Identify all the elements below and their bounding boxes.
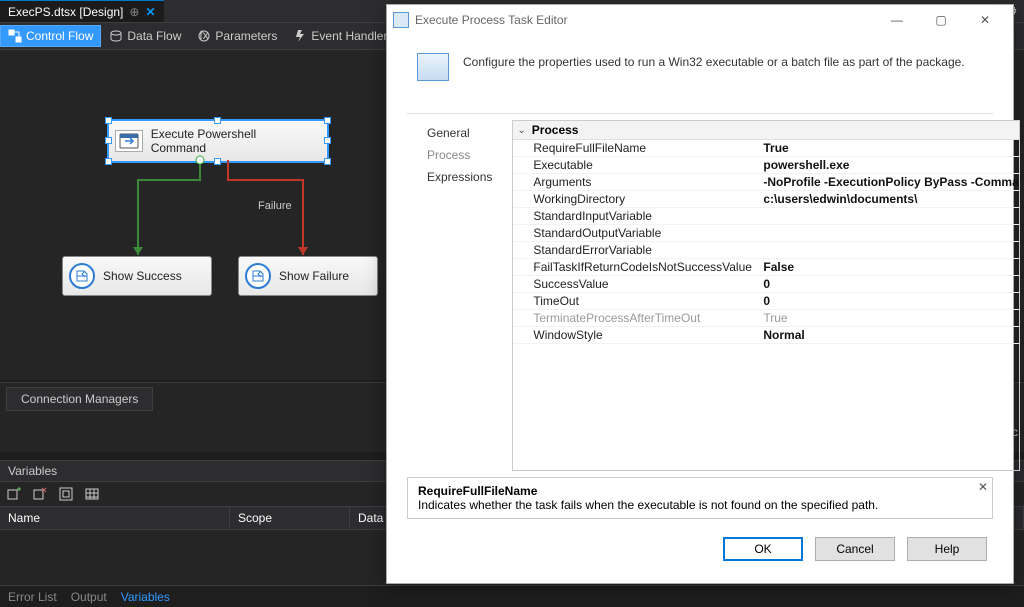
tab-event-handlers[interactable]: Event Handlers bbox=[285, 25, 401, 47]
property-row[interactable]: FailTaskIfReturnCodeIsNotSuccessValueFal… bbox=[513, 259, 1018, 276]
property-key: TerminateProcessAfterTimeOut bbox=[533, 311, 763, 325]
svg-text:fx: fx bbox=[200, 29, 209, 42]
dialog-titlebar[interactable]: Execute Process Task Editor — ▢ ✕ bbox=[387, 5, 1013, 35]
document-tab[interactable]: ExecPS.dtsx [Design] ⊕ ✕ bbox=[0, 0, 164, 22]
execute-process-task-editor-dialog: Execute Process Task Editor — ▢ ✕ Config… bbox=[386, 4, 1014, 584]
delete-variable-icon[interactable] bbox=[32, 486, 48, 502]
property-key: Arguments bbox=[533, 175, 763, 189]
property-value[interactable]: True bbox=[763, 141, 1018, 155]
toolbar-item-label: Event Handlers bbox=[311, 29, 393, 43]
tab-data-flow[interactable]: Data Flow bbox=[101, 25, 189, 47]
property-value[interactable] bbox=[763, 209, 1018, 223]
tab-variables[interactable]: Variables bbox=[121, 590, 170, 604]
parameters-icon: fx bbox=[197, 29, 211, 43]
nav-item-expressions[interactable]: Expressions bbox=[411, 166, 508, 188]
move-variable-icon[interactable] bbox=[58, 486, 74, 502]
close-tab-icon[interactable]: ✕ bbox=[145, 5, 155, 19]
control-flow-icon bbox=[8, 29, 22, 43]
help-title: RequireFullFileName bbox=[418, 484, 982, 498]
property-value[interactable]: Normal bbox=[763, 328, 1018, 342]
tab-output[interactable]: Output bbox=[71, 590, 107, 604]
maximize-icon[interactable]: ▢ bbox=[919, 6, 963, 34]
task-show-success[interactable]: Show Success bbox=[62, 256, 212, 296]
nav-item-general[interactable]: General bbox=[411, 122, 508, 144]
property-key: FailTaskIfReturnCodeIsNotSuccessValue bbox=[533, 260, 763, 274]
dialog-button-row: OK Cancel Help bbox=[387, 519, 1013, 583]
data-flow-icon bbox=[109, 29, 123, 43]
dialog-icon bbox=[393, 12, 409, 28]
task-label: Show Failure bbox=[279, 269, 349, 283]
minimize-icon[interactable]: — bbox=[875, 6, 919, 34]
variables-title: Variables bbox=[8, 464, 57, 478]
property-key: StandardInputVariable bbox=[533, 209, 763, 223]
property-value[interactable]: c:\users\edwin\documents\ bbox=[763, 192, 1018, 206]
cancel-button[interactable]: Cancel bbox=[815, 537, 895, 561]
property-value[interactable]: False bbox=[763, 260, 1018, 274]
failure-edge-label: Failure bbox=[258, 200, 292, 212]
ok-button[interactable]: OK bbox=[723, 537, 803, 561]
help-text: Indicates whether the task fails when th… bbox=[418, 498, 982, 512]
nav-item-process[interactable]: Process bbox=[411, 144, 508, 166]
connection-managers-tab[interactable]: Connection Managers bbox=[6, 387, 153, 411]
property-row[interactable]: StandardErrorVariable bbox=[513, 242, 1018, 259]
property-key: Executable bbox=[533, 158, 763, 172]
bottom-tab-strip: Error List Output Variables bbox=[0, 585, 1024, 607]
property-row[interactable]: StandardOutputVariable bbox=[513, 225, 1018, 242]
property-value[interactable] bbox=[763, 226, 1018, 240]
property-key: StandardErrorVariable bbox=[533, 243, 763, 257]
property-key: RequireFullFileName bbox=[533, 141, 763, 155]
property-value[interactable]: 0 bbox=[763, 277, 1018, 291]
property-row[interactable]: Executablepowershell.exe bbox=[513, 157, 1018, 174]
property-help-panel: ✕ RequireFullFileName Indicates whether … bbox=[407, 477, 993, 519]
toolbar-item-label: Parameters bbox=[215, 29, 277, 43]
chevron-down-icon: ⌄ bbox=[517, 125, 525, 136]
event-handlers-icon bbox=[293, 29, 307, 43]
document-tab-label: ExecPS.dtsx [Design] bbox=[8, 5, 123, 19]
grid-options-icon[interactable] bbox=[84, 486, 100, 502]
tab-error-list[interactable]: Error List bbox=[8, 590, 57, 604]
close-icon[interactable]: ✕ bbox=[963, 6, 1007, 34]
property-value[interactable]: powershell.exe bbox=[763, 158, 1018, 172]
add-variable-icon[interactable] bbox=[6, 486, 22, 502]
toolbar-item-label: Control Flow bbox=[26, 29, 93, 43]
tab-control-flow[interactable]: Control Flow bbox=[0, 25, 101, 47]
dialog-description: Configure the properties used to run a W… bbox=[387, 35, 1013, 87]
property-value[interactable]: -NoProfile -ExecutionPolicy ByPass -Comm… bbox=[763, 175, 1018, 189]
property-grid: ⌄ Process RequireFullFileNameTrueExecuta… bbox=[512, 120, 1019, 471]
col-header-name[interactable]: Name bbox=[0, 507, 230, 529]
property-row[interactable]: TimeOut0 bbox=[513, 293, 1018, 310]
property-key: WorkingDirectory bbox=[533, 192, 763, 206]
property-key: WindowStyle bbox=[533, 328, 763, 342]
property-row[interactable]: WorkingDirectoryc:\users\edwin\documents… bbox=[513, 191, 1018, 208]
connection-managers-label: Connection Managers bbox=[21, 392, 138, 406]
dialog-nav: General Process Expressions bbox=[407, 114, 512, 477]
property-row[interactable]: SuccessValue0 bbox=[513, 276, 1018, 293]
tab-parameters[interactable]: fx Parameters bbox=[189, 25, 285, 47]
property-value[interactable]: 0 bbox=[763, 294, 1018, 308]
property-row[interactable]: StandardInputVariable bbox=[513, 208, 1018, 225]
task-show-failure[interactable]: Show Failure bbox=[238, 256, 378, 296]
property-row[interactable]: TerminateProcessAfterTimeOutTrue bbox=[513, 310, 1018, 327]
help-close-icon[interactable]: ✕ bbox=[978, 480, 988, 494]
task-label: Show Success bbox=[103, 269, 182, 283]
dialog-title: Execute Process Task Editor bbox=[415, 13, 568, 27]
toolbar-item-label: Data Flow bbox=[127, 29, 181, 43]
property-category-header[interactable]: ⌄ Process bbox=[513, 121, 1018, 140]
property-key: StandardOutputVariable bbox=[533, 226, 763, 240]
property-row[interactable]: WindowStyleNormal bbox=[513, 327, 1018, 344]
dialog-description-text: Configure the properties used to run a W… bbox=[463, 53, 965, 81]
property-row[interactable]: Arguments-NoProfile -ExecutionPolicy ByP… bbox=[513, 174, 1018, 191]
property-category-label: Process bbox=[532, 123, 579, 137]
property-key: TimeOut bbox=[533, 294, 763, 308]
property-value[interactable] bbox=[763, 243, 1018, 257]
task-large-icon bbox=[417, 53, 449, 81]
help-button[interactable]: Help bbox=[907, 537, 987, 561]
pin-icon[interactable]: ⊕ bbox=[129, 5, 139, 19]
property-row[interactable]: RequireFullFileNameTrue bbox=[513, 140, 1018, 157]
property-key: SuccessValue bbox=[533, 277, 763, 291]
property-value[interactable]: True bbox=[763, 311, 1018, 325]
script-task-icon bbox=[69, 263, 95, 289]
script-task-icon bbox=[245, 263, 271, 289]
col-header-scope[interactable]: Scope bbox=[230, 507, 350, 529]
